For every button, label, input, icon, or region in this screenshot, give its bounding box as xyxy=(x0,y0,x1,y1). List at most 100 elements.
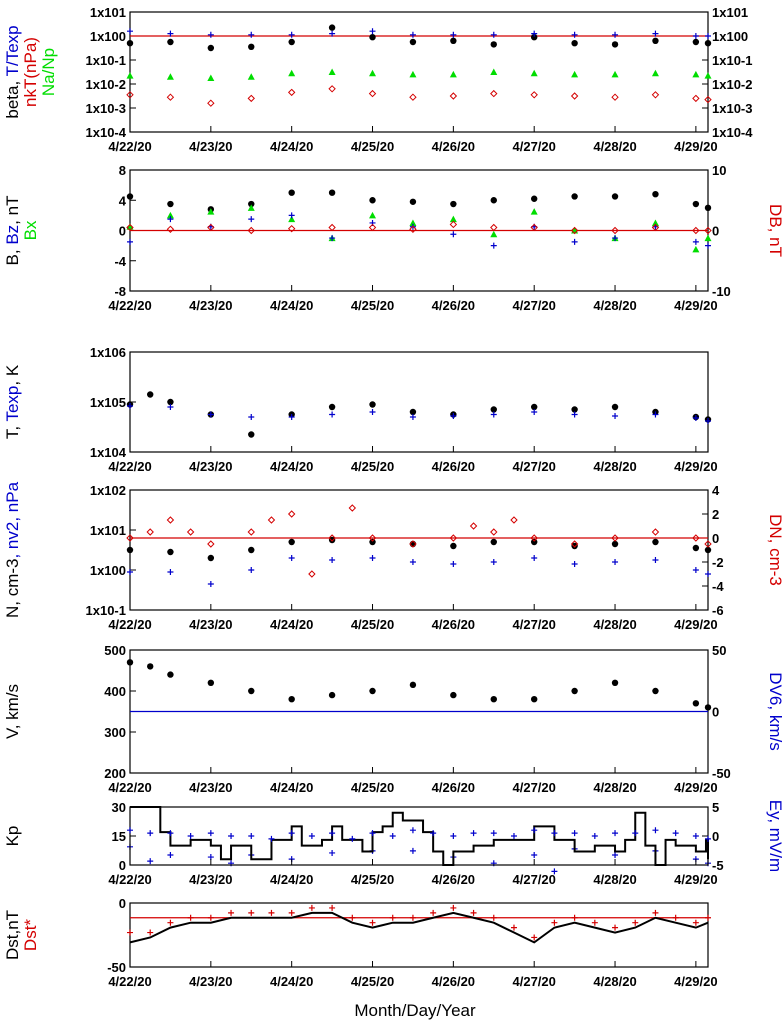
data-point xyxy=(651,69,659,77)
data-point xyxy=(247,94,255,103)
data-point xyxy=(267,516,276,524)
data-point xyxy=(704,704,712,711)
data-point xyxy=(409,827,416,834)
data-point xyxy=(329,411,336,418)
data-point xyxy=(704,546,712,554)
data-point xyxy=(409,847,416,854)
y-tick-label: 1x101 xyxy=(90,5,126,20)
y2-tick-label: 1x100 xyxy=(712,29,748,44)
data-point xyxy=(369,409,376,415)
data-point xyxy=(166,73,174,80)
data-point xyxy=(207,208,215,215)
data-point xyxy=(369,69,377,77)
y-axis-label-part: , K xyxy=(3,364,22,385)
data-point xyxy=(328,534,336,542)
y2-axis-label-part: DN, cm-3 xyxy=(766,514,783,586)
data-point xyxy=(450,542,457,550)
data-point xyxy=(409,540,417,548)
data-point xyxy=(692,70,700,78)
y2-axis-label: Ey, mV/m xyxy=(766,800,783,872)
data-point xyxy=(207,554,215,562)
data-point xyxy=(704,204,712,212)
series-nkT xyxy=(126,85,712,107)
data-point xyxy=(692,33,699,39)
data-point xyxy=(530,69,538,77)
x-tick-label: 4/22/20 xyxy=(108,872,151,887)
data-point xyxy=(570,92,579,100)
data-point xyxy=(127,238,133,245)
data-point xyxy=(571,830,578,837)
data-point xyxy=(329,557,336,563)
y-tick-label: 1x104 xyxy=(90,445,127,460)
data-point xyxy=(531,827,538,834)
panel-frame xyxy=(129,351,709,453)
data-point xyxy=(571,406,578,413)
data-point xyxy=(571,238,578,245)
data-point xyxy=(329,235,336,242)
data-point xyxy=(167,569,174,575)
x-tick-label: 4/27/20 xyxy=(513,459,556,474)
y2-tick-label: -2 xyxy=(712,555,724,570)
data-point xyxy=(611,540,619,548)
data-point xyxy=(127,827,133,834)
x-tick-label: 4/27/20 xyxy=(513,872,556,887)
data-point xyxy=(126,534,134,542)
data-point xyxy=(328,68,336,75)
y-axis-label: V, km/s xyxy=(3,684,22,739)
data-point xyxy=(611,41,619,48)
data-point xyxy=(167,216,174,223)
panel-frame xyxy=(129,11,709,133)
data-point xyxy=(187,914,194,921)
data-point xyxy=(490,230,498,238)
data-point xyxy=(167,852,174,858)
y-axis-label-part: Bz xyxy=(3,225,22,245)
data-point xyxy=(126,193,134,200)
x-tick-label: 4/24/20 xyxy=(270,974,313,989)
data-point xyxy=(409,225,417,233)
data-point xyxy=(651,219,659,226)
data-point xyxy=(369,538,376,546)
series-DB xyxy=(126,220,712,235)
y-tick-label: 1x105 xyxy=(90,395,126,410)
x-tick-label: 4/25/20 xyxy=(351,459,394,474)
data-point xyxy=(530,534,538,542)
x-tick-label: 4/24/20 xyxy=(270,780,313,795)
data-point xyxy=(127,403,133,409)
data-point xyxy=(692,700,700,707)
x-tick-label: 4/27/20 xyxy=(513,298,556,313)
data-point xyxy=(368,223,377,232)
data-point xyxy=(591,833,598,839)
data-point xyxy=(490,830,497,837)
data-point xyxy=(430,830,437,837)
data-point xyxy=(704,234,712,242)
data-point xyxy=(652,538,659,546)
data-point xyxy=(490,914,497,921)
data-point xyxy=(672,914,679,921)
series-Texp xyxy=(127,403,711,424)
y2-tick-label: -4 xyxy=(712,579,724,594)
data-point xyxy=(147,391,154,398)
x-tick-label: 4/22/20 xyxy=(108,617,151,632)
data-point xyxy=(389,914,396,921)
data-point xyxy=(510,516,518,524)
data-point xyxy=(692,245,700,253)
y2-axis-label-part: DV6, km/s xyxy=(766,672,783,750)
data-point xyxy=(207,44,215,52)
data-point xyxy=(126,659,134,666)
data-point xyxy=(612,413,619,419)
data-point xyxy=(612,559,619,565)
data-point xyxy=(571,70,579,78)
data-point xyxy=(490,559,497,565)
data-point xyxy=(530,538,538,546)
data-point xyxy=(490,411,497,418)
y-tick-label: 30 xyxy=(112,800,126,815)
x-tick-label: 4/28/20 xyxy=(593,139,636,154)
data-point xyxy=(409,914,416,921)
y-tick-label: 1x10-3 xyxy=(86,101,126,116)
data-point xyxy=(248,687,255,695)
data-point xyxy=(167,830,174,837)
data-point xyxy=(450,231,457,238)
y-tick-label: 1x10-1 xyxy=(86,53,126,68)
y-tick-label: 15 xyxy=(112,829,126,844)
